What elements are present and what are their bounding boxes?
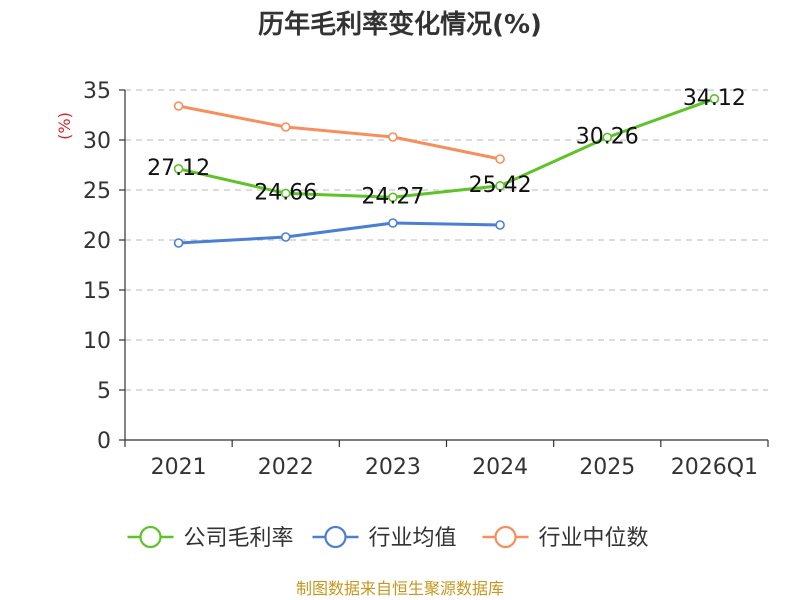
- legend-item: 行业中位数: [482, 525, 649, 551]
- data-labels: 27.12 24.66 24.27 25.42 30.26 34.12: [147, 86, 746, 210]
- legend-label: 公司毛利率: [184, 526, 294, 551]
- x-tick-label: 2023: [365, 455, 421, 480]
- y-tick-label: 10: [83, 329, 111, 354]
- legend-item: 行业均值: [312, 525, 457, 551]
- data-point: [495, 154, 505, 164]
- y-tick-label: 5: [97, 379, 111, 404]
- data-point: [173, 164, 184, 174]
- data-label: 24.27: [361, 184, 424, 209]
- data-point: [388, 192, 398, 203]
- series-lines: [173, 94, 720, 248]
- grid-lines: [125, 89, 768, 391]
- data-point: [280, 188, 291, 199]
- data-point: [602, 132, 613, 143]
- series-line: [178, 104, 501, 161]
- y-tick-label: 35: [83, 79, 111, 104]
- data-point: [709, 94, 720, 104]
- data-label: 30.26: [576, 124, 639, 149]
- data-point: [495, 220, 505, 230]
- x-tick-label: 2024: [472, 455, 528, 480]
- data-label: 27.12: [147, 156, 210, 181]
- data-point: [495, 181, 505, 191]
- x-tick-label: 2021: [151, 455, 207, 480]
- legend: 公司毛利率 行业均值 行业中位数: [127, 525, 649, 551]
- data-point: [388, 218, 398, 228]
- legend-marker: [324, 525, 347, 549]
- y-axis-label: (%): [55, 112, 74, 140]
- legend-label: 行业均值: [369, 526, 457, 551]
- data-point: [280, 232, 291, 242]
- y-tick-label: 0: [97, 429, 111, 454]
- source-note: 制图数据来自恒生聚源数据库: [296, 579, 504, 598]
- chart-title: 历年毛利率变化情况(%): [258, 9, 542, 40]
- legend-item: 公司毛利率: [127, 525, 294, 551]
- y-tick-label: 25: [83, 179, 111, 204]
- legend-marker: [494, 525, 517, 549]
- x-tick-label: 2026Q1: [671, 455, 758, 480]
- legend-label: 行业中位数: [539, 526, 649, 551]
- data-label: 25.42: [469, 173, 532, 198]
- series-line: [178, 97, 715, 199]
- data-label: 34.12: [683, 86, 746, 111]
- y-tick-label: 15: [83, 279, 111, 304]
- series-line: [178, 221, 501, 245]
- data-point: [173, 101, 184, 111]
- x-tick-label: 2022: [258, 455, 314, 480]
- legend-marker: [139, 525, 162, 549]
- data-point: [280, 122, 291, 132]
- y-tick-label: 20: [83, 229, 111, 254]
- x-tick-label: 2025: [579, 455, 635, 480]
- data-label: 24.66: [254, 180, 317, 205]
- data-point: [173, 238, 184, 248]
- data-point: [388, 132, 398, 142]
- y-tick-label: 30: [83, 129, 111, 154]
